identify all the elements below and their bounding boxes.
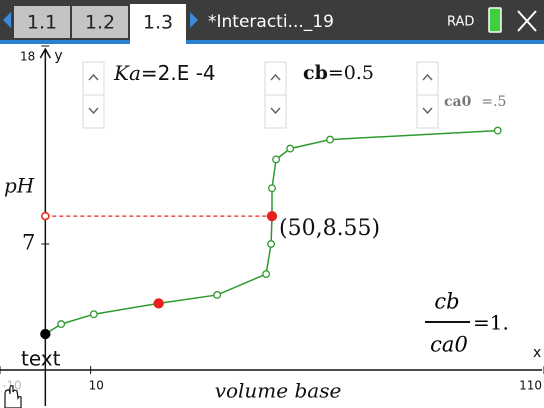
slider-label: ca0 =.5 <box>444 94 506 110</box>
data-point <box>213 290 222 299</box>
slider-value: =.5 <box>481 94 506 110</box>
tab-label[interactable]: 1.1 <box>27 12 57 34</box>
slider-name: ca0 <box>444 94 472 110</box>
data-point <box>272 155 281 164</box>
slider-up[interactable] <box>88 73 99 81</box>
data-point <box>268 184 276 193</box>
slider-name: Ka <box>113 61 141 85</box>
tab-label[interactable]: 1.3 <box>143 12 173 34</box>
fraction-numerator: cb <box>434 290 459 314</box>
slider-down[interactable] <box>88 107 99 115</box>
slider-up[interactable] <box>270 73 281 81</box>
data-point <box>286 144 295 153</box>
tab-right-arrow[interactable] <box>190 12 198 28</box>
x-tick-label: 10 <box>89 379 104 393</box>
data-point <box>326 135 334 144</box>
highlighted-point[interactable] <box>266 210 278 222</box>
top-bar-stripe <box>0 40 544 44</box>
tab-left-arrow[interactable] <box>3 12 11 28</box>
y-axis-arrow <box>39 47 51 59</box>
x-axis-label: volume base <box>215 379 342 403</box>
x-axis-name: x <box>533 345 541 361</box>
slider-value: =2.E -4 <box>141 61 216 85</box>
text-label: text <box>21 347 61 371</box>
y-axis-name: y <box>54 48 62 64</box>
curve <box>44 129 498 335</box>
angle-mode: RAD <box>447 15 474 30</box>
document-title: *Interacti..._19 <box>208 12 334 32</box>
trace-y-marker <box>41 211 50 221</box>
data-point <box>89 310 98 319</box>
fraction-result: =1. <box>473 311 509 335</box>
fraction-denominator: ca0 <box>430 333 468 357</box>
hand-cursor <box>4 385 22 408</box>
y-tick-label: 18 <box>20 50 35 64</box>
trace-label: (50,8.55) <box>279 216 380 241</box>
slider-value: =0.5 <box>328 62 374 84</box>
tab[interactable] <box>130 4 186 44</box>
slider-label: cb=0.5 <box>303 62 374 84</box>
slider-label: Ka=2.E -4 <box>113 61 216 85</box>
slider-down[interactable] <box>422 107 433 115</box>
data-point <box>57 320 66 329</box>
x-tick-label: 110 <box>519 379 542 393</box>
tab[interactable] <box>14 6 70 38</box>
y-axis-label: pH <box>4 174 35 198</box>
slider-up[interactable] <box>422 73 433 81</box>
close-icon[interactable] <box>517 10 537 32</box>
data-point <box>262 270 271 279</box>
tab[interactable] <box>72 6 128 38</box>
data-point <box>267 240 276 248</box>
highlighted-point[interactable] <box>153 298 164 309</box>
battery-icon <box>488 7 502 33</box>
y-tick-label: 7 <box>22 231 35 255</box>
slider-down[interactable] <box>270 107 281 115</box>
tab-label[interactable]: 1.2 <box>85 12 115 34</box>
slider-name: cb <box>303 62 328 84</box>
data-point <box>40 328 51 340</box>
data-point <box>493 126 502 135</box>
